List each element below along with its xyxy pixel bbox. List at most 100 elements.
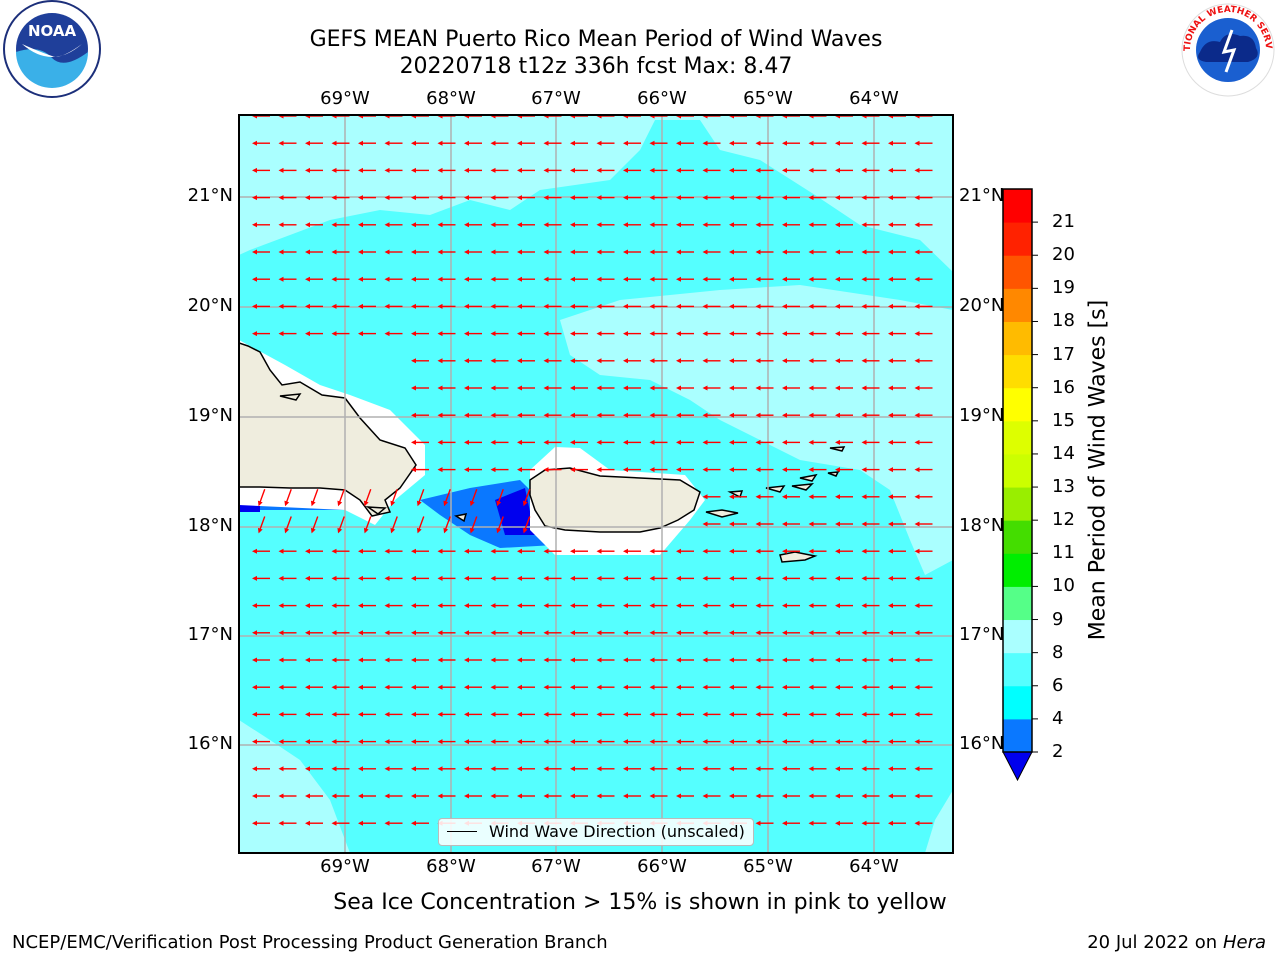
wave-direction-arrow [782, 385, 800, 391]
wave-direction-arrow [861, 820, 880, 826]
wave-direction-arrow [358, 657, 376, 663]
wave-direction-arrow [252, 630, 270, 636]
wave-direction-arrow [702, 439, 721, 445]
wave-direction-arrow [437, 467, 456, 473]
wave-direction-arrow [649, 331, 668, 337]
wave-direction-arrow [464, 575, 482, 581]
colorbar-segment [1003, 222, 1032, 256]
wave-direction-arrow [252, 711, 270, 717]
wave-direction-arrow [464, 711, 482, 717]
wave-direction-arrow [888, 521, 906, 527]
wave-direction-arrow [729, 739, 747, 745]
wave-direction-arrow [437, 412, 456, 418]
wave-direction-arrow [861, 331, 880, 337]
colorbar-frame [1002, 188, 1033, 753]
wave-direction-arrow [305, 249, 323, 255]
wave-direction-arrow [835, 412, 853, 418]
field-8-9-east [560, 285, 953, 575]
wave-direction-arrow [888, 548, 906, 554]
wave-direction-arrow [517, 303, 535, 309]
wave-direction-arrow [729, 494, 747, 500]
wave-direction-arrow [808, 412, 827, 418]
wave-direction-arrow [914, 385, 933, 391]
wave-direction-arrow [729, 140, 747, 146]
wave-direction-arrow [331, 739, 350, 745]
wave-direction-arrow [570, 739, 588, 745]
wave-direction-arrow [358, 820, 376, 826]
wave-direction-arrow [623, 711, 641, 717]
wave-direction-arrow [782, 630, 800, 636]
wave-direction-arrow [782, 439, 800, 445]
wave-direction-arrow [755, 439, 774, 445]
wave-direction-arrow [808, 249, 827, 255]
wave-direction-arrow [755, 276, 774, 282]
wave-direction-arrow [570, 167, 588, 173]
colorbar-segment [1003, 321, 1032, 356]
wave-direction-arrow [596, 439, 615, 445]
wave-direction-arrow [861, 412, 880, 418]
wave-direction-arrow [861, 467, 880, 473]
wave-direction-arrow [411, 249, 429, 255]
wave-direction-arrow [252, 657, 270, 663]
wave-direction-arrow [808, 766, 827, 772]
wave-direction-arrow [437, 222, 456, 228]
wave-direction-arrow [861, 521, 880, 527]
wave-direction-arrow [570, 766, 588, 772]
wave-direction-arrow [331, 195, 350, 201]
wave-direction-arrow [437, 303, 456, 309]
wave-direction-arrow [469, 516, 478, 534]
wave-direction-arrow [808, 548, 827, 554]
wave-direction-arrow [570, 467, 588, 473]
wave-direction-arrow [888, 711, 906, 717]
colorbar-tick-label: 13 [1052, 476, 1075, 498]
wave-direction-arrow [835, 385, 853, 391]
wave-direction-arrow [252, 195, 270, 201]
wave-direction-arrow [729, 412, 747, 418]
wave-direction-arrow [278, 222, 297, 228]
wave-direction-arrow [437, 195, 456, 201]
lat-label-right: 18°N [959, 515, 1005, 536]
wave-direction-arrow [490, 331, 509, 337]
noaa-logo-text: NOAA [28, 22, 77, 40]
wave-direction-arrow [755, 575, 774, 581]
wave-direction-arrow [252, 303, 270, 309]
wave-direction-arrow [305, 195, 323, 201]
wave-direction-arrow [729, 439, 747, 445]
wave-direction-arrow [278, 548, 297, 554]
wave-direction-arrow [517, 276, 535, 282]
wave-direction-arrow [384, 657, 403, 663]
lon-label-bottom: 65°W [743, 856, 793, 877]
wave-direction-arrow [649, 575, 668, 581]
wave-direction-arrow [676, 222, 694, 228]
wave-direction-arrow [596, 195, 615, 201]
wave-direction-arrow [914, 412, 933, 418]
wave-direction-arrow [596, 793, 615, 799]
wave-direction-arrow [517, 684, 535, 690]
wave-direction-arrow [808, 385, 827, 391]
wave-direction-arrow [570, 711, 588, 717]
wave-direction-arrow [755, 303, 774, 309]
wave-direction-arrow [835, 303, 853, 309]
wave-direction-arrow [490, 467, 509, 473]
wave-direction-arrow [914, 358, 933, 364]
wave-direction-arrow [411, 766, 429, 772]
wave-direction-arrow [305, 739, 323, 745]
wave-direction-arrow [808, 739, 827, 745]
wave-direction-arrow [835, 521, 853, 527]
wave-direction-arrow [861, 439, 880, 445]
wave-direction-arrow [649, 630, 668, 636]
wave-direction-arrow [702, 793, 721, 799]
wave-direction-arrow [570, 548, 588, 554]
wave-direction-arrow [390, 516, 398, 534]
wave-direction-arrow [888, 494, 906, 500]
wave-direction-arrow [649, 140, 668, 146]
wave-direction-arrow [702, 739, 721, 745]
colorbar-segment [1003, 288, 1032, 322]
wave-direction-arrow [252, 249, 270, 255]
wave-direction-arrow [411, 739, 429, 745]
wave-direction-arrow [835, 657, 853, 663]
wave-direction-arrow [278, 276, 297, 282]
chart-title: GEFS MEAN Puerto Rico Mean Period of Win… [309, 27, 883, 52]
wave-direction-arrow [596, 711, 615, 717]
